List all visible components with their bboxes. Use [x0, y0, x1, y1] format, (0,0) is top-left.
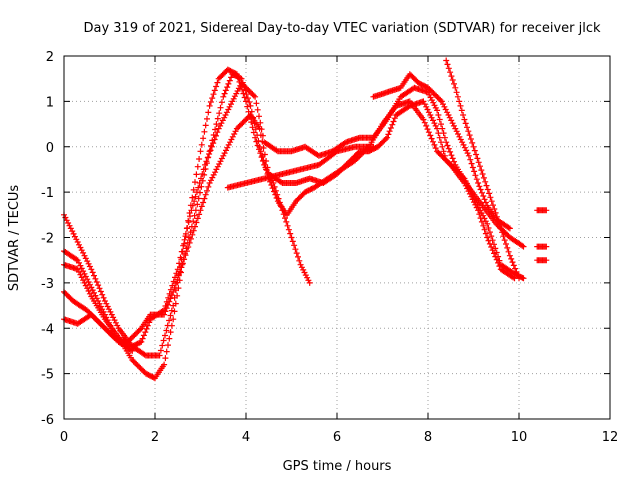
grid-lines	[64, 56, 610, 419]
y-tick-label: -2	[41, 232, 54, 247]
series-track-2	[61, 80, 527, 350]
series-track-11	[534, 257, 550, 264]
point-markers	[61, 66, 313, 359]
series-track-6	[224, 143, 377, 191]
point-markers	[534, 257, 550, 264]
point-markers	[61, 80, 527, 350]
series-track-10	[534, 243, 550, 250]
y-tick-label: -6	[41, 413, 54, 428]
x-tick-label: 0	[60, 430, 68, 445]
series-track-9	[534, 207, 550, 214]
series-track-1	[61, 66, 313, 359]
y-tick-label: 0	[46, 141, 54, 156]
x-tick-label: 12	[602, 430, 619, 445]
x-tick-label: 6	[333, 430, 341, 445]
y-tick-label: 2	[46, 50, 54, 65]
x-tick-label: 4	[242, 430, 250, 445]
point-markers	[224, 143, 377, 191]
chart-title: Day 319 of 2021, Sidereal Day-to-day VTE…	[83, 21, 601, 36]
point-markers	[61, 98, 527, 345]
y-tick-label: 1	[46, 95, 54, 110]
x-tick-label: 2	[151, 430, 159, 445]
x-axis-label: GPS time / hours	[283, 459, 392, 474]
y-axis-label: SDTVAR / TECUs	[7, 185, 22, 292]
y-tick-label: -1	[41, 186, 54, 201]
series-track-8	[443, 57, 522, 282]
y-tick-label: -5	[41, 368, 54, 383]
data-points	[61, 57, 550, 382]
x-tick-label: 8	[424, 430, 432, 445]
plot-frame	[63, 55, 611, 420]
x-tick-label: 10	[511, 430, 528, 445]
point-markers	[534, 207, 550, 214]
point-markers	[443, 57, 522, 282]
y-tick-label: -3	[41, 277, 54, 292]
point-markers	[534, 243, 550, 250]
y-tick-label: -4	[41, 322, 54, 337]
series-track-4	[61, 98, 527, 345]
